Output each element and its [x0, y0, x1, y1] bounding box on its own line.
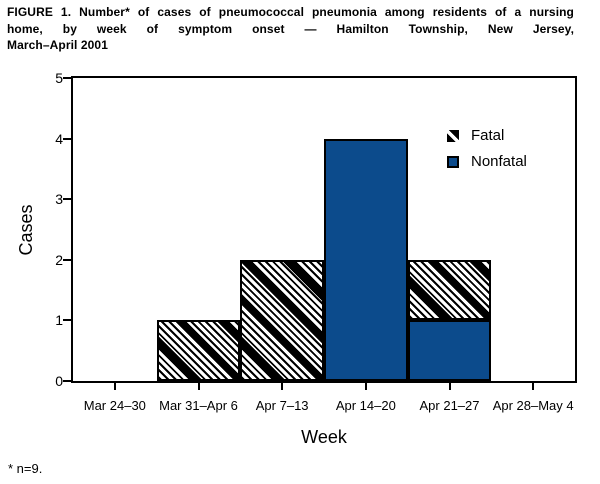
y-tick-label-0: 0 — [55, 373, 63, 389]
figure-title: FIGURE 1. Number* of cases of pneumococc… — [7, 4, 574, 54]
x-tick-label-6: Apr 28–May 4 — [492, 398, 574, 413]
y-tick-4 — [63, 137, 73, 140]
y-tick-label-4: 4 — [55, 130, 63, 147]
x-axis-title: Week — [301, 427, 347, 447]
footnote: * n=9. — [8, 461, 43, 476]
figure-title-line3: March–April 2001 — [7, 38, 108, 52]
x-tick-label-3: Apr 7–13 — [255, 398, 309, 413]
y-tick-5 — [63, 77, 73, 79]
y-tick-2 — [63, 258, 73, 261]
x-tick-label-2: Mar 31–Apr 6 — [159, 398, 238, 413]
nonfatal-swatch-icon — [447, 155, 459, 168]
plot-area: Fatal Nonfatal — [71, 76, 577, 383]
x-tick-label-5: Apr 21–27 — [419, 398, 480, 413]
x-tick-4 — [364, 382, 367, 390]
y-tick-label-1: 1 — [55, 312, 63, 329]
y-tick-label-5: 5 — [55, 70, 63, 86]
figure-title-line2: home, by week of symptom onset — Hamilto… — [7, 21, 574, 36]
bar-segment-nonfatal-5 — [407, 320, 492, 381]
x-tick-6 — [532, 382, 535, 390]
x-tick-label-4: Apr 14–20 — [335, 398, 396, 413]
legend-item-fatal: Fatal — [447, 127, 527, 144]
y-tick-0 — [63, 380, 73, 382]
bar-segment-nonfatal-4 — [324, 138, 408, 381]
figure-title-line1: FIGURE 1. Number* of cases of pneumococc… — [7, 5, 574, 19]
fatal-hatch-swatch-icon — [447, 129, 459, 142]
bar-segment-fatal-2 — [156, 320, 241, 381]
legend-label-nonfatal: Nonfatal — [471, 153, 527, 170]
x-tick-1 — [113, 382, 116, 390]
legend-label-fatal: Fatal — [471, 127, 505, 144]
y-tick-label-3: 3 — [55, 191, 63, 208]
legend: Fatal Nonfatal — [447, 127, 527, 170]
legend-item-nonfatal: Nonfatal — [447, 153, 527, 170]
x-tick-label-1: Mar 24–30 — [83, 398, 146, 413]
x-tick-2 — [197, 382, 200, 390]
x-tick-5 — [448, 382, 451, 390]
y-tick-1 — [63, 319, 73, 322]
x-tick-3 — [281, 382, 284, 390]
bar-segment-fatal-5 — [407, 259, 492, 321]
bar-segment-fatal-3 — [240, 259, 324, 381]
y-tick-3 — [63, 198, 73, 201]
y-tick-label-2: 2 — [55, 251, 63, 268]
